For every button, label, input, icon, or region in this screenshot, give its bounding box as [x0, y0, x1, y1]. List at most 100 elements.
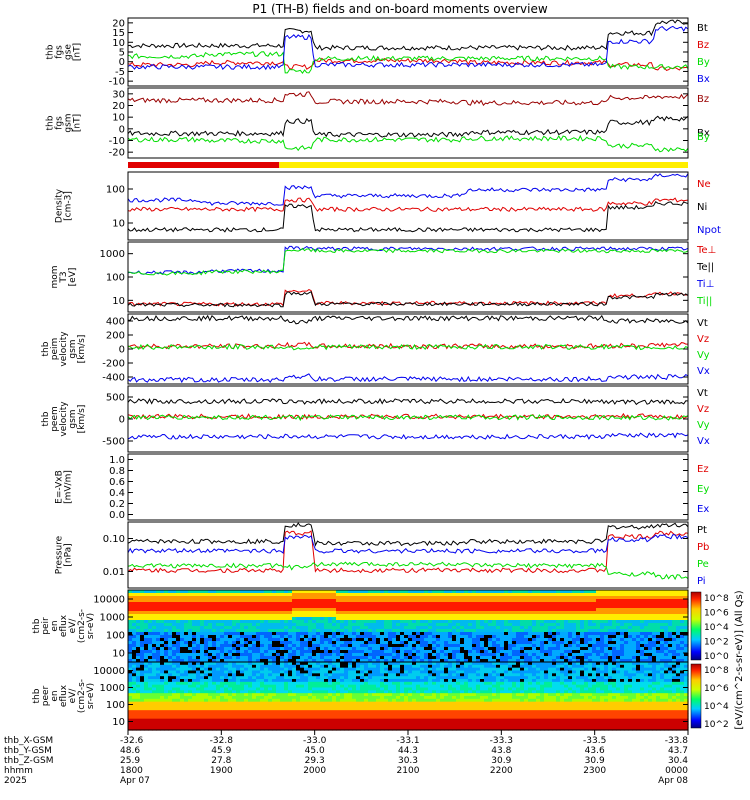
spectrogram-cell	[244, 626, 249, 630]
spectrogram-cell	[200, 718, 205, 723]
spectrogram-cell	[612, 653, 617, 657]
spectrogram-cell	[484, 653, 489, 657]
spectrogram-cell	[248, 681, 253, 686]
spectrogram-cell	[216, 704, 221, 708]
spectrogram-cell	[280, 664, 285, 669]
spectrogram-cell	[524, 593, 529, 597]
spectrogram-cell	[464, 650, 469, 654]
spectrogram-cell	[260, 718, 265, 723]
spectrogram-cell	[272, 611, 277, 615]
spectrogram-cell	[256, 670, 261, 674]
spectrogram-cell	[580, 641, 585, 645]
spectrogram-cell	[160, 667, 165, 672]
spectrogram-cell	[156, 617, 161, 621]
spectrogram-cell	[404, 632, 409, 636]
spectrogram-cell	[188, 662, 193, 666]
spectrogram-cell	[268, 653, 273, 657]
spectrogram-cell	[164, 715, 169, 720]
spectrogram-cell	[544, 626, 549, 630]
spectrogram-cell	[452, 611, 457, 615]
spectrogram-cell	[308, 608, 313, 612]
spectrogram-cell	[416, 629, 421, 633]
spectrogram-cell	[164, 641, 169, 645]
spectrogram-cell	[684, 644, 689, 648]
spectrogram-cell	[416, 641, 421, 645]
spectrogram-cell	[264, 690, 269, 694]
spectrogram-cell	[536, 638, 541, 642]
spectrogram-cell	[184, 721, 189, 725]
spectrogram-cell	[484, 629, 489, 633]
spectrogram-cell	[584, 617, 589, 621]
spectrogram-cell	[288, 679, 293, 683]
spectrogram-cell	[520, 602, 525, 606]
spectrogram-cell	[492, 632, 497, 636]
spectrogram-cell	[252, 659, 257, 663]
spectrogram-cell	[520, 611, 525, 615]
spectrogram-cell	[584, 647, 589, 651]
spectrogram-cell	[268, 650, 273, 654]
spectrogram-cell	[580, 629, 585, 633]
spectrogram-cell	[504, 638, 509, 642]
spectrogram-cell	[360, 629, 365, 633]
spectrogram-cell	[564, 593, 569, 597]
spectrogram-cell	[556, 620, 561, 624]
spectrogram-cell	[188, 696, 193, 700]
spectrogram-cell	[164, 614, 169, 618]
spectrogram-cell	[464, 608, 469, 612]
spectrogram-cell	[372, 629, 377, 633]
spectrogram-cell	[384, 650, 389, 654]
spectrogram-cell	[280, 693, 285, 697]
spectrogram-cell	[608, 620, 613, 624]
spectrogram-cell	[344, 644, 349, 648]
spectrogram-cell	[296, 644, 301, 648]
series-line-Bx	[127, 115, 689, 138]
spectrogram-cell	[540, 596, 545, 600]
spectrogram-cell	[624, 638, 629, 642]
spectrogram-cell	[448, 590, 453, 594]
spectrogram-cell	[360, 662, 365, 666]
spectrogram-cell	[532, 647, 537, 651]
spectrogram-cell	[312, 684, 317, 689]
spectrogram-cell	[172, 710, 177, 714]
spectrogram-cell	[448, 653, 453, 657]
spectrogram-cell	[660, 623, 665, 627]
spectrogram-cell	[408, 641, 413, 645]
spectrogram-cell	[184, 676, 189, 680]
spectrogram-cell	[500, 608, 505, 612]
legend-label-Pe: Pe	[697, 559, 709, 570]
spectrogram-cell	[300, 679, 305, 683]
spectrogram-cell	[156, 599, 161, 603]
spectrogram-cell	[132, 698, 137, 703]
spectrogram-cell	[656, 629, 661, 633]
spectrogram-cell	[276, 608, 281, 612]
spectrogram-cell	[516, 638, 521, 642]
spectrogram-cell	[436, 590, 441, 594]
spectrogram-cell	[212, 687, 217, 691]
spectrogram-cell	[268, 632, 273, 636]
spectrogram-cell	[544, 605, 549, 609]
spectrogram-cell	[344, 650, 349, 654]
spectrogram-cell	[644, 623, 649, 627]
spectrogram-cell	[512, 659, 517, 663]
spectrogram-cell	[264, 670, 269, 674]
spectrogram-cell	[328, 626, 333, 630]
spectrogram-cell	[156, 632, 161, 636]
spectrogram-cell	[292, 718, 297, 723]
spectrogram-cell	[604, 647, 609, 651]
spectrogram-cell	[424, 629, 429, 633]
spectrogram-cell	[268, 673, 273, 677]
spectrogram-cell	[460, 656, 465, 660]
spectrogram-cell	[520, 608, 525, 612]
spectrogram-cell	[324, 701, 329, 706]
spectrogram-cell	[468, 590, 473, 594]
spectrogram-cell	[656, 656, 661, 660]
spectrogram-cell	[416, 593, 421, 597]
spectrogram-cell	[308, 650, 313, 654]
spectrogram-cell	[320, 724, 325, 728]
spectrogram-cell	[588, 626, 593, 630]
spectrogram-cell	[176, 676, 181, 680]
spectrogram-cell	[648, 608, 653, 612]
spectrogram-cell	[228, 687, 233, 691]
spectrogram-cell	[360, 638, 365, 642]
spectrogram-cell	[516, 608, 521, 612]
